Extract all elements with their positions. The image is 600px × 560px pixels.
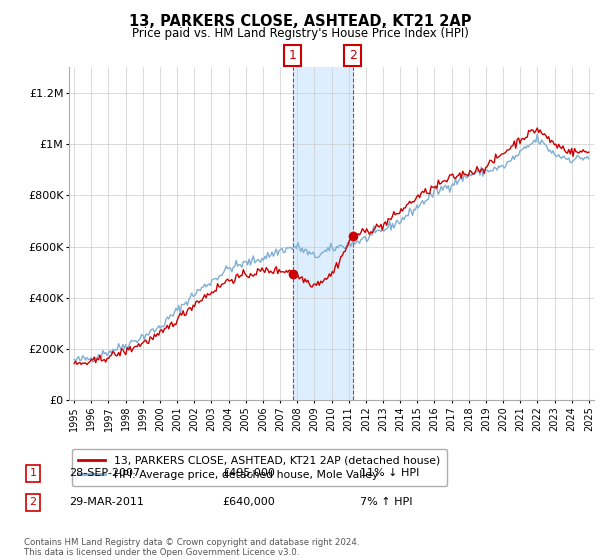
Text: £640,000: £640,000 xyxy=(222,497,275,507)
Text: 28-SEP-2007: 28-SEP-2007 xyxy=(69,468,140,478)
Text: 1: 1 xyxy=(29,468,37,478)
Text: 29-MAR-2011: 29-MAR-2011 xyxy=(69,497,144,507)
Text: 7% ↑ HPI: 7% ↑ HPI xyxy=(360,497,413,507)
Bar xyxy=(293,67,353,400)
Text: £495,000: £495,000 xyxy=(222,468,275,478)
Text: 2: 2 xyxy=(349,49,357,62)
Text: 13, PARKERS CLOSE, ASHTEAD, KT21 2AP: 13, PARKERS CLOSE, ASHTEAD, KT21 2AP xyxy=(129,14,471,29)
Text: Price paid vs. HM Land Registry's House Price Index (HPI): Price paid vs. HM Land Registry's House … xyxy=(131,27,469,40)
Legend: 13, PARKERS CLOSE, ASHTEAD, KT21 2AP (detached house), HPI: Average price, detac: 13, PARKERS CLOSE, ASHTEAD, KT21 2AP (de… xyxy=(72,449,447,487)
Text: Contains HM Land Registry data © Crown copyright and database right 2024.
This d: Contains HM Land Registry data © Crown c… xyxy=(24,538,359,557)
Text: 11% ↓ HPI: 11% ↓ HPI xyxy=(360,468,419,478)
Text: 2: 2 xyxy=(29,497,37,507)
Text: 1: 1 xyxy=(289,49,296,62)
